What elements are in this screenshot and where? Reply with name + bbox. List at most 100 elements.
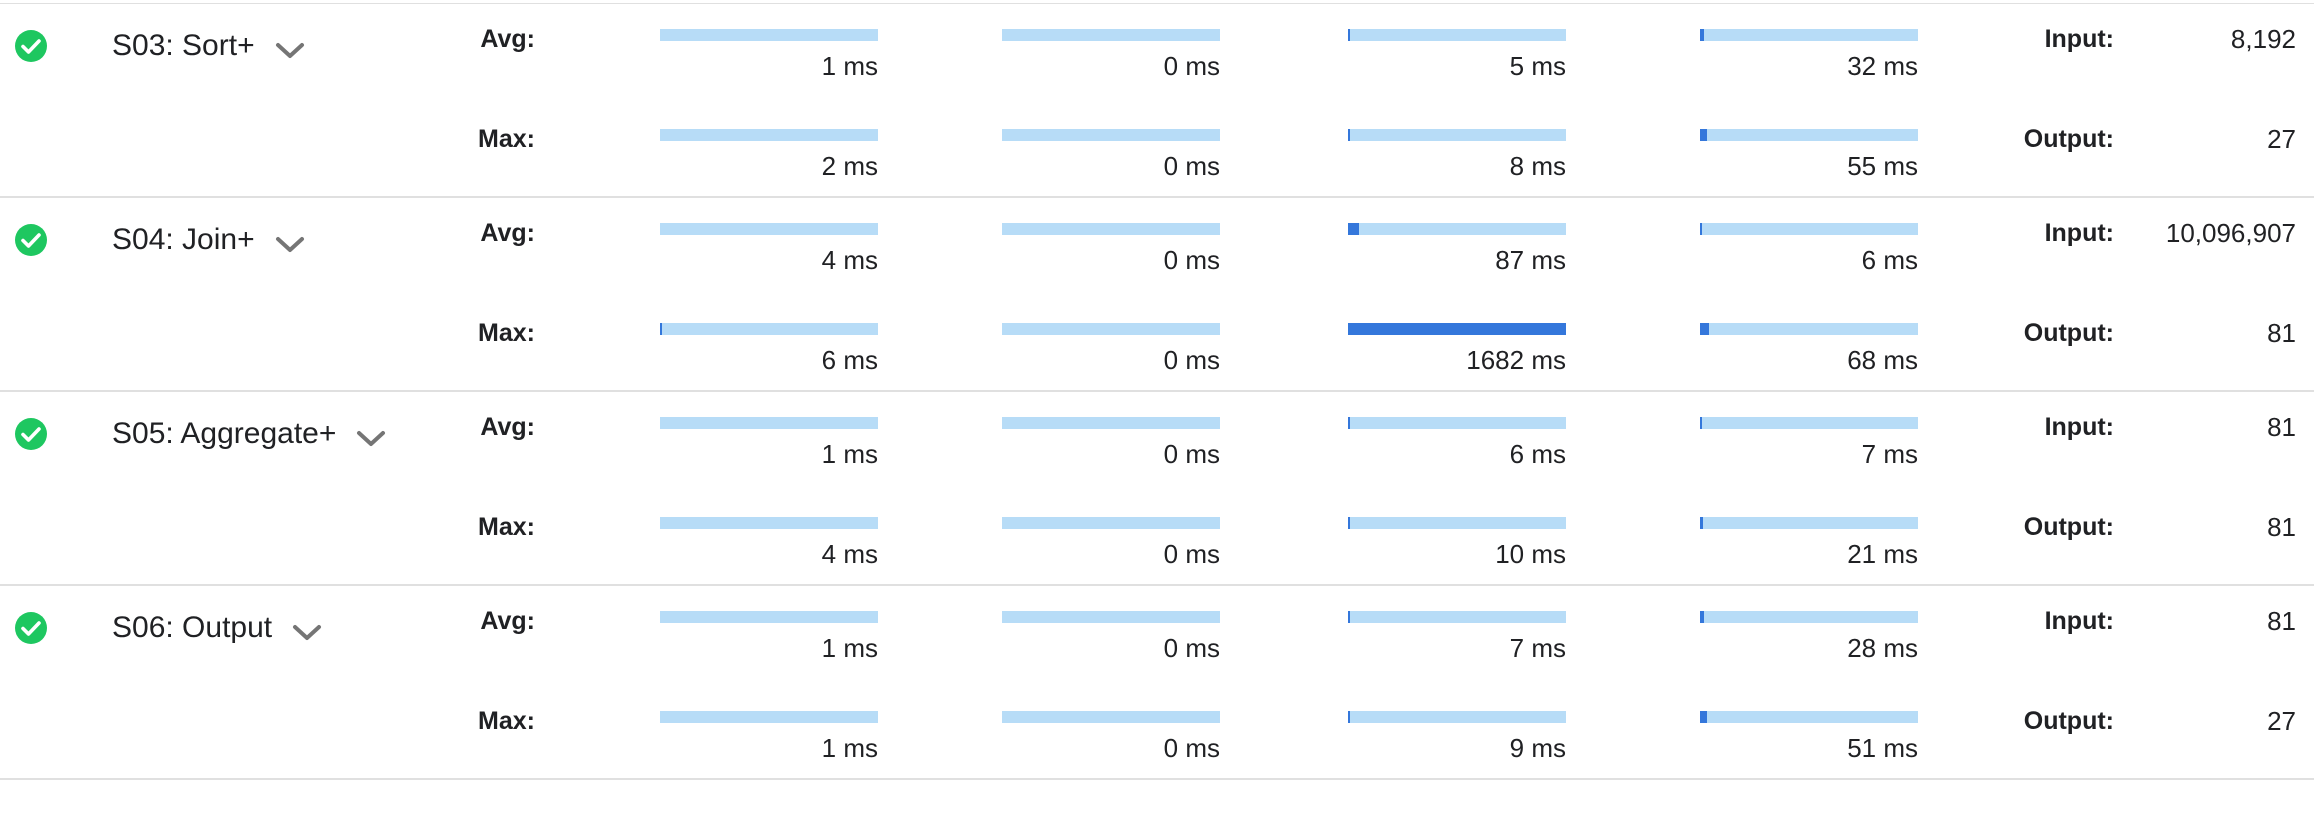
avg-timing-value: 5 ms — [1509, 51, 1566, 81]
input-value: 81 — [2267, 412, 2296, 442]
bar-fill — [1348, 29, 1350, 41]
stage-row: S05: Aggregate+ Avg: Max: 1 ms 0 ms 6 ms 7 … — [0, 392, 2314, 586]
input-value: 8,192 — [2230, 24, 2296, 54]
avg-timing-bar — [660, 417, 878, 429]
output-value: 81 — [2267, 512, 2296, 542]
max-timing-value: 6 ms — [821, 345, 878, 375]
chevron-down-icon[interactable] — [356, 429, 386, 449]
chevron-down-icon[interactable] — [275, 41, 305, 61]
max-timing-value: 2 ms — [821, 151, 878, 181]
max-timing-value: 0 ms — [1163, 539, 1220, 569]
max-timing-bar — [1002, 517, 1220, 529]
input-value: 81 — [2267, 606, 2296, 636]
max-timing-value: 55 ms — [1847, 151, 1918, 181]
output-value: 81 — [2267, 318, 2296, 348]
bar-fill — [1348, 711, 1350, 723]
avg-timing-bar — [1348, 417, 1566, 429]
top-divider — [0, 3, 2314, 4]
check-circle-icon — [15, 612, 47, 644]
avg-timing-value: 1 ms — [821, 633, 878, 663]
bar-fill — [1700, 323, 1709, 335]
avg-timing-value: 6 ms — [1861, 245, 1918, 275]
avg-timing-value: 6 ms — [1509, 439, 1566, 469]
max-timing-value: 0 ms — [1163, 345, 1220, 375]
max-timing-bar — [660, 129, 878, 141]
output-value: 27 — [2267, 124, 2296, 154]
bar-fill — [1348, 611, 1350, 623]
avg-timing-bar — [1700, 29, 1918, 41]
avg-timing-value: 0 ms — [1163, 439, 1220, 469]
max-timing-bar — [660, 517, 878, 529]
max-timing-bar — [1700, 129, 1918, 141]
max-timing-value: 10 ms — [1495, 539, 1566, 569]
max-timing-bar — [1700, 517, 1918, 529]
bar-fill — [1348, 417, 1350, 429]
output-label: Output: — [2023, 319, 2114, 347]
avg-label: Avg: — [480, 25, 535, 53]
bar-fill — [1700, 611, 1704, 623]
avg-timing-value: 87 ms — [1495, 245, 1566, 275]
max-timing-bar — [1002, 129, 1220, 141]
max-timing-bar — [660, 323, 878, 335]
input-label: Input: — [2044, 25, 2114, 53]
avg-timing-bar — [1700, 611, 1918, 623]
max-timing-value: 68 ms — [1847, 345, 1918, 375]
avg-timing-bar — [1348, 223, 1566, 235]
max-timing-bar — [660, 711, 878, 723]
max-timing-value: 1682 ms — [1466, 345, 1566, 375]
input-label: Input: — [2044, 607, 2114, 635]
max-label: Max: — [478, 513, 535, 541]
avg-timing-bar — [1002, 29, 1220, 41]
bar-fill — [1348, 517, 1350, 529]
bar-fill — [1700, 517, 1703, 529]
avg-timing-bar — [660, 223, 878, 235]
avg-timing-bar — [1348, 29, 1566, 41]
avg-label: Avg: — [480, 413, 535, 441]
bar-fill — [1348, 323, 1566, 335]
avg-timing-value: 4 ms — [821, 245, 878, 275]
stage-title-toggle[interactable]: S05: Aggregate+ — [112, 414, 386, 454]
bar-fill — [1700, 223, 1702, 235]
avg-timing-bar — [1700, 417, 1918, 429]
stage-title-toggle[interactable]: S03: Sort+ — [112, 26, 305, 66]
avg-timing-bar — [1700, 223, 1918, 235]
avg-timing-value: 0 ms — [1163, 245, 1220, 275]
chevron-down-icon[interactable] — [275, 235, 305, 255]
avg-timing-bar — [660, 611, 878, 623]
max-timing-value: 9 ms — [1509, 733, 1566, 763]
avg-timing-value: 1 ms — [821, 439, 878, 469]
max-timing-value: 51 ms — [1847, 733, 1918, 763]
check-circle-icon — [15, 224, 47, 256]
avg-timing-bar — [1002, 611, 1220, 623]
output-value: 27 — [2267, 706, 2296, 736]
avg-timing-value: 32 ms — [1847, 51, 1918, 81]
input-value: 10,096,907 — [2165, 218, 2296, 248]
max-timing-bar — [1002, 711, 1220, 723]
max-timing-bar — [1348, 129, 1566, 141]
stage-title: S05: Aggregate+ — [112, 417, 337, 450]
stage-title-toggle[interactable]: S06: Output — [112, 608, 322, 648]
output-label: Output: — [2023, 707, 2114, 735]
stage-title-toggle[interactable]: S04: Join+ — [112, 220, 305, 260]
bar-fill — [1700, 711, 1707, 723]
max-timing-value: 0 ms — [1163, 151, 1220, 181]
output-label: Output: — [2023, 125, 2114, 153]
max-label: Max: — [478, 319, 535, 347]
stage-row: S06: Output Avg: Max: 1 ms 0 ms 7 ms 28 ms 1… — [0, 586, 2314, 780]
max-timing-value: 21 ms — [1847, 539, 1918, 569]
check-circle-icon — [15, 30, 47, 62]
chevron-down-icon[interactable] — [292, 623, 322, 643]
avg-timing-value: 0 ms — [1163, 633, 1220, 663]
stage-title: S04: Join+ — [112, 223, 255, 256]
input-label: Input: — [2044, 413, 2114, 441]
max-timing-value: 0 ms — [1163, 733, 1220, 763]
max-timing-value: 1 ms — [821, 733, 878, 763]
stage-row: S03: Sort+ Avg: Max: 1 ms 0 ms 5 ms 32 ms 2 … — [0, 4, 2314, 198]
max-timing-bar — [1348, 517, 1566, 529]
output-label: Output: — [2023, 513, 2114, 541]
bar-fill — [1700, 29, 1704, 41]
check-circle-icon — [15, 418, 47, 450]
stage-title: S06: Output — [112, 611, 273, 644]
max-timing-value: 8 ms — [1509, 151, 1566, 181]
